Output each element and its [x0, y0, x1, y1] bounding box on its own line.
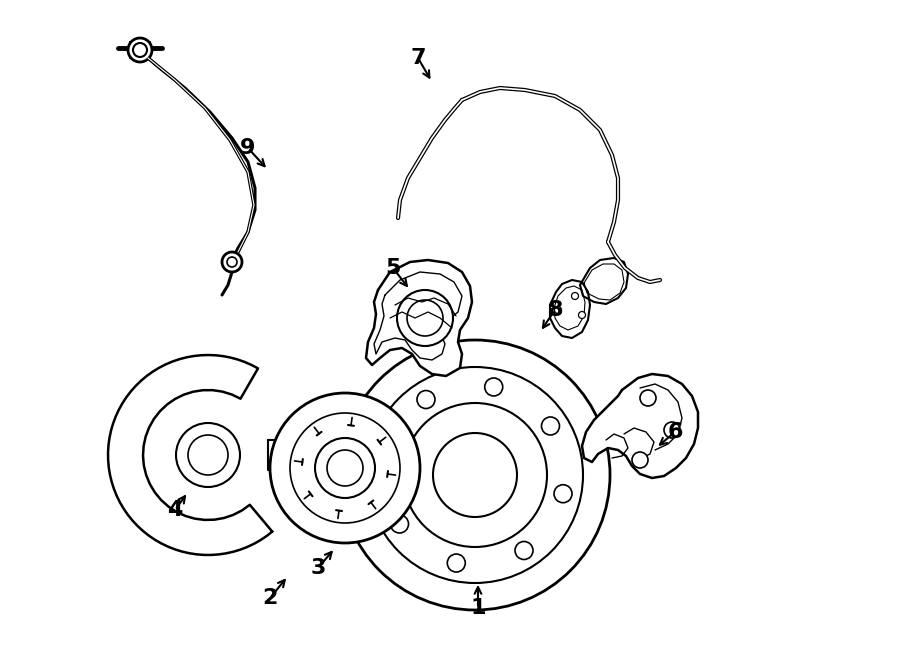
Circle shape: [367, 367, 583, 583]
Polygon shape: [580, 258, 628, 304]
Circle shape: [403, 403, 547, 547]
Text: 6: 6: [667, 422, 683, 442]
Circle shape: [554, 307, 562, 313]
Circle shape: [176, 423, 240, 487]
Circle shape: [579, 311, 586, 319]
Circle shape: [397, 290, 453, 346]
Circle shape: [378, 447, 396, 465]
Circle shape: [632, 452, 648, 468]
Circle shape: [664, 422, 680, 438]
Circle shape: [515, 541, 533, 559]
Circle shape: [315, 438, 375, 498]
Circle shape: [485, 378, 503, 396]
Circle shape: [270, 393, 420, 543]
Circle shape: [327, 450, 363, 486]
Text: 2: 2: [262, 588, 278, 608]
Circle shape: [340, 340, 610, 610]
Text: 1: 1: [470, 598, 486, 618]
Circle shape: [542, 417, 560, 435]
Text: 9: 9: [240, 138, 256, 158]
Circle shape: [227, 257, 237, 267]
Circle shape: [554, 485, 572, 503]
Circle shape: [391, 515, 409, 533]
Circle shape: [188, 435, 228, 475]
Circle shape: [133, 43, 147, 57]
Polygon shape: [108, 355, 273, 555]
Circle shape: [222, 252, 242, 272]
Polygon shape: [582, 374, 698, 478]
Circle shape: [417, 391, 435, 408]
Polygon shape: [268, 440, 288, 470]
Text: 5: 5: [385, 258, 400, 278]
Circle shape: [572, 293, 579, 299]
Text: 8: 8: [547, 300, 562, 320]
Circle shape: [407, 300, 443, 336]
Circle shape: [447, 554, 465, 572]
Polygon shape: [550, 280, 590, 338]
Circle shape: [433, 433, 517, 517]
Text: 4: 4: [167, 500, 183, 520]
Circle shape: [290, 413, 400, 523]
Circle shape: [640, 390, 656, 406]
Text: 3: 3: [310, 558, 326, 578]
Polygon shape: [366, 260, 472, 376]
Text: 7: 7: [410, 48, 426, 68]
Circle shape: [128, 38, 152, 62]
